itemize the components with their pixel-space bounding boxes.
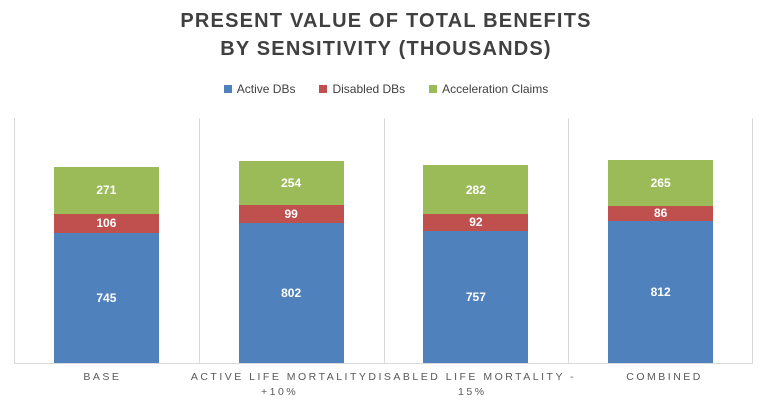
legend-item-disabled-dbs: Disabled DBs (319, 82, 405, 96)
chart-title-line-1: PRESENT VALUE OF TOTAL BENEFITS (180, 10, 592, 32)
gridline (568, 118, 570, 363)
category-label-line: DISABLED LIFE MORTALITY - (368, 371, 577, 383)
stacked-bar-base: 745 106 271 (53, 166, 159, 363)
gridline (383, 118, 385, 363)
bar-segment-acceleration-claims: 282 (423, 165, 529, 215)
plot-area: 745 106 271 802 99 254 757 92 282 812 86 265 (14, 118, 753, 364)
bar-segment-disabled-dbs: 86 (608, 205, 714, 221)
category-label-line: 15% (458, 386, 487, 398)
legend-item-acceleration-claims: Acceleration Claims (429, 82, 548, 96)
category-panel-active-life-mortality-10: 802 99 254 (199, 118, 384, 363)
category-label-combined: COMBINED (576, 370, 753, 400)
category-panel-combined: 812 86 265 (568, 118, 753, 363)
stacked-bar-active-life-mortality-10: 802 99 254 (238, 161, 344, 363)
bar-segment-active-dbs: 745 (53, 232, 159, 363)
bar-segment-active-dbs: 802 (238, 222, 344, 363)
legend-label: Active DBs (236, 82, 296, 96)
data-label: 99 (284, 207, 298, 222)
data-label: 106 (96, 216, 117, 231)
bar-segment-active-dbs: 812 (608, 220, 714, 363)
category-label-line: COMBINED (626, 371, 703, 383)
data-label: 282 (465, 182, 486, 197)
bar-segment-disabled-dbs: 106 (53, 214, 159, 233)
data-label: 265 (650, 175, 671, 190)
category-panel-disabled-life-mortality-15: 757 92 282 (384, 118, 569, 363)
data-label: 802 (281, 285, 302, 300)
stacked-bar-combined: 812 86 265 (608, 159, 714, 363)
gridline (198, 118, 200, 363)
data-label: 271 (96, 183, 117, 198)
data-label: 254 (281, 176, 302, 191)
bar-segment-acceleration-claims: 265 (608, 159, 714, 206)
legend-item-active-dbs: Active DBs (223, 82, 296, 96)
legend-swatch-icon (223, 85, 232, 93)
category-axis: BASE ACTIVE LIFE MORTALITY +10% DISABLED LI… (14, 370, 753, 400)
chart-title-line-2: BY SENSITIVITY (THOUSANDS) (220, 38, 552, 60)
bar-segment-acceleration-claims: 254 (238, 161, 344, 206)
bars-row: 745 106 271 802 99 254 757 92 282 812 86 265 (14, 118, 753, 363)
data-label: 745 (96, 290, 117, 305)
legend-swatch-icon (429, 85, 438, 93)
stacked-bar-disabled-life-mortality-15: 757 92 282 (423, 165, 529, 363)
category-label-line: BASE (83, 371, 122, 383)
data-label: 86 (653, 206, 668, 221)
gridline (752, 118, 753, 363)
bar-segment-disabled-dbs: 92 (423, 214, 529, 231)
category-label-base: BASE (14, 370, 191, 400)
data-label: 812 (650, 284, 671, 299)
legend-swatch-icon (319, 85, 328, 93)
gridline (14, 118, 15, 363)
legend-label: Disabled DBs (332, 82, 406, 96)
category-label-disabled-life-mortality-15: DISABLED LIFE MORTALITY - 15% (368, 370, 576, 400)
bar-segment-acceleration-claims: 271 (53, 166, 159, 215)
category-panel-base: 745 106 271 (14, 118, 199, 363)
legend-label: Acceleration Claims (442, 82, 549, 96)
bar-segment-active-dbs: 757 (423, 230, 529, 363)
chart-legend: Active DBs Disabled DBs Acceleration Claim… (0, 82, 772, 96)
data-label: 757 (465, 289, 486, 304)
bar-segment-disabled-dbs: 99 (238, 205, 344, 223)
category-label-line: ACTIVE LIFE MORTALITY (190, 371, 369, 383)
category-label-line: +10% (261, 386, 299, 398)
category-label-active-life-mortality-10: ACTIVE LIFE MORTALITY +10% (191, 370, 369, 400)
chart-title: PRESENT VALUE OF TOTAL BENEFITS BY SENSI… (0, 7, 772, 63)
data-label: 92 (469, 215, 483, 230)
